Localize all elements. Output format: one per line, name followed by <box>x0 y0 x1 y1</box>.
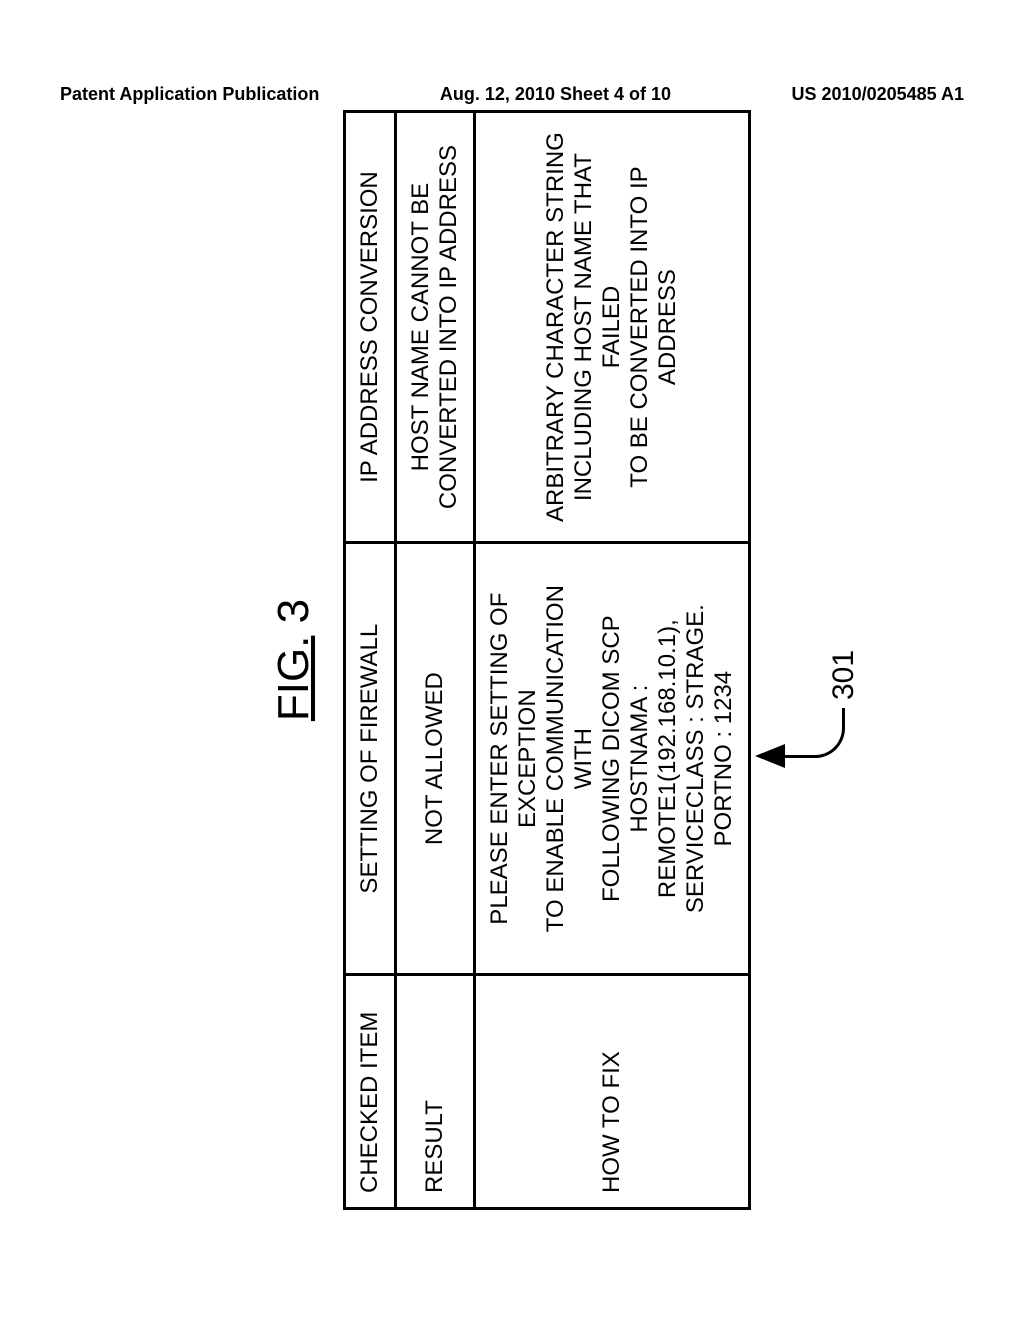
cell-firewall-header: SETTING OF FIREWALL <box>345 543 396 975</box>
figure-label: FIG. 3 <box>269 110 319 1210</box>
cell-firewall-fix: PLEASE ENTER SETTING OF EXCEPTION TO ENA… <box>475 543 750 975</box>
table-row: RESULT NOT ALLOWED HOST NAME CANNOT BE C… <box>396 112 475 1209</box>
figure-prefix: FIG. <box>269 636 318 722</box>
callout-line <box>783 755 819 758</box>
cell-ipconv-fix: ARBITRARY CHARACTER STRING INCLUDING HOS… <box>475 112 750 543</box>
pub-type: Patent Application Publication <box>60 84 327 105</box>
cell-ipconv-result: HOST NAME CANNOT BE CONVERTED INTO IP AD… <box>396 112 475 543</box>
pub-date-sheet: Aug. 12, 2010 Sheet 4 of 10 <box>432 84 679 105</box>
figure-number: 3 <box>269 599 318 636</box>
table-row: HOW TO FIX PLEASE ENTER SETTING OF EXCEP… <box>475 112 750 1209</box>
cell-ipconv-header: IP ADDRESS CONVERSION <box>345 112 396 543</box>
cell-firewall-result: NOT ALLOWED <box>396 543 475 975</box>
figure-3: FIG. 3 CHECKED ITEM SETTING OF FIREWALL … <box>269 110 755 1210</box>
table-row: CHECKED ITEM SETTING OF FIREWALL IP ADDR… <box>345 112 396 1209</box>
row-header-checked-item: CHECKED ITEM <box>345 975 396 1209</box>
reference-number: 301 <box>827 650 861 700</box>
diagnostic-table: CHECKED ITEM SETTING OF FIREWALL IP ADDR… <box>343 110 751 1210</box>
row-header-howtofix: HOW TO FIX <box>475 975 750 1209</box>
page-header: Patent Application Publication Aug. 12, … <box>0 84 1024 105</box>
callout-curve <box>815 708 845 758</box>
row-header-result: RESULT <box>396 975 475 1209</box>
pub-number: US 2010/0205485 A1 <box>784 84 964 105</box>
arrow-icon <box>755 744 785 768</box>
